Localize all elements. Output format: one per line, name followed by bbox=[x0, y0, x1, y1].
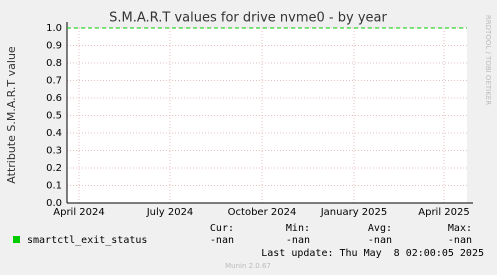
x-tick-label: April 2024 bbox=[53, 207, 104, 218]
y-tick-label: 0.4 bbox=[46, 128, 62, 139]
stats-value: -nan bbox=[210, 235, 234, 246]
stats-value: -nan bbox=[286, 235, 310, 246]
y-tick-label: 0.8 bbox=[46, 58, 62, 69]
x-tick-label: April 2025 bbox=[418, 207, 469, 218]
x-tick-label: October 2024 bbox=[228, 207, 297, 218]
legend-label: smartctl_exit_status bbox=[27, 235, 147, 246]
stats-header: Min: bbox=[286, 223, 310, 234]
y-tick-label: 0.2 bbox=[46, 163, 62, 174]
stats-value: -nan bbox=[368, 235, 392, 246]
stats-value: -nan bbox=[448, 235, 472, 246]
x-tick-label: July 2024 bbox=[146, 207, 194, 218]
y-tick-label: 0.7 bbox=[46, 76, 62, 87]
y-tick-label: 0.5 bbox=[46, 111, 62, 122]
chart-title: S.M.A.R.T values for drive nvme0 - by ye… bbox=[109, 11, 387, 26]
footer: Munin 2.0.67 bbox=[225, 262, 271, 270]
y-tick-label: 0.6 bbox=[46, 93, 62, 104]
last-update: Last update: Thu May 8 02:00:05 2025 bbox=[261, 248, 484, 259]
y-tick-label: 0.0 bbox=[46, 198, 62, 209]
y-tick-label: 0.9 bbox=[46, 41, 62, 52]
stats-header: Cur: bbox=[210, 223, 234, 234]
y-tick-label: 0.1 bbox=[46, 181, 62, 192]
stats-header: Avg: bbox=[368, 223, 392, 234]
y-tick-label: 1.0 bbox=[46, 23, 62, 34]
legend-swatch bbox=[13, 236, 20, 243]
stats-header: Max: bbox=[448, 223, 472, 234]
x-tick-label: January 2025 bbox=[320, 207, 388, 218]
y-tick-label: 0.3 bbox=[46, 146, 62, 157]
side-text: RRDTOOL / TOBI OETIKER bbox=[484, 15, 492, 105]
y-axis-label: Attribute S.M.A.R.T value bbox=[5, 46, 18, 184]
